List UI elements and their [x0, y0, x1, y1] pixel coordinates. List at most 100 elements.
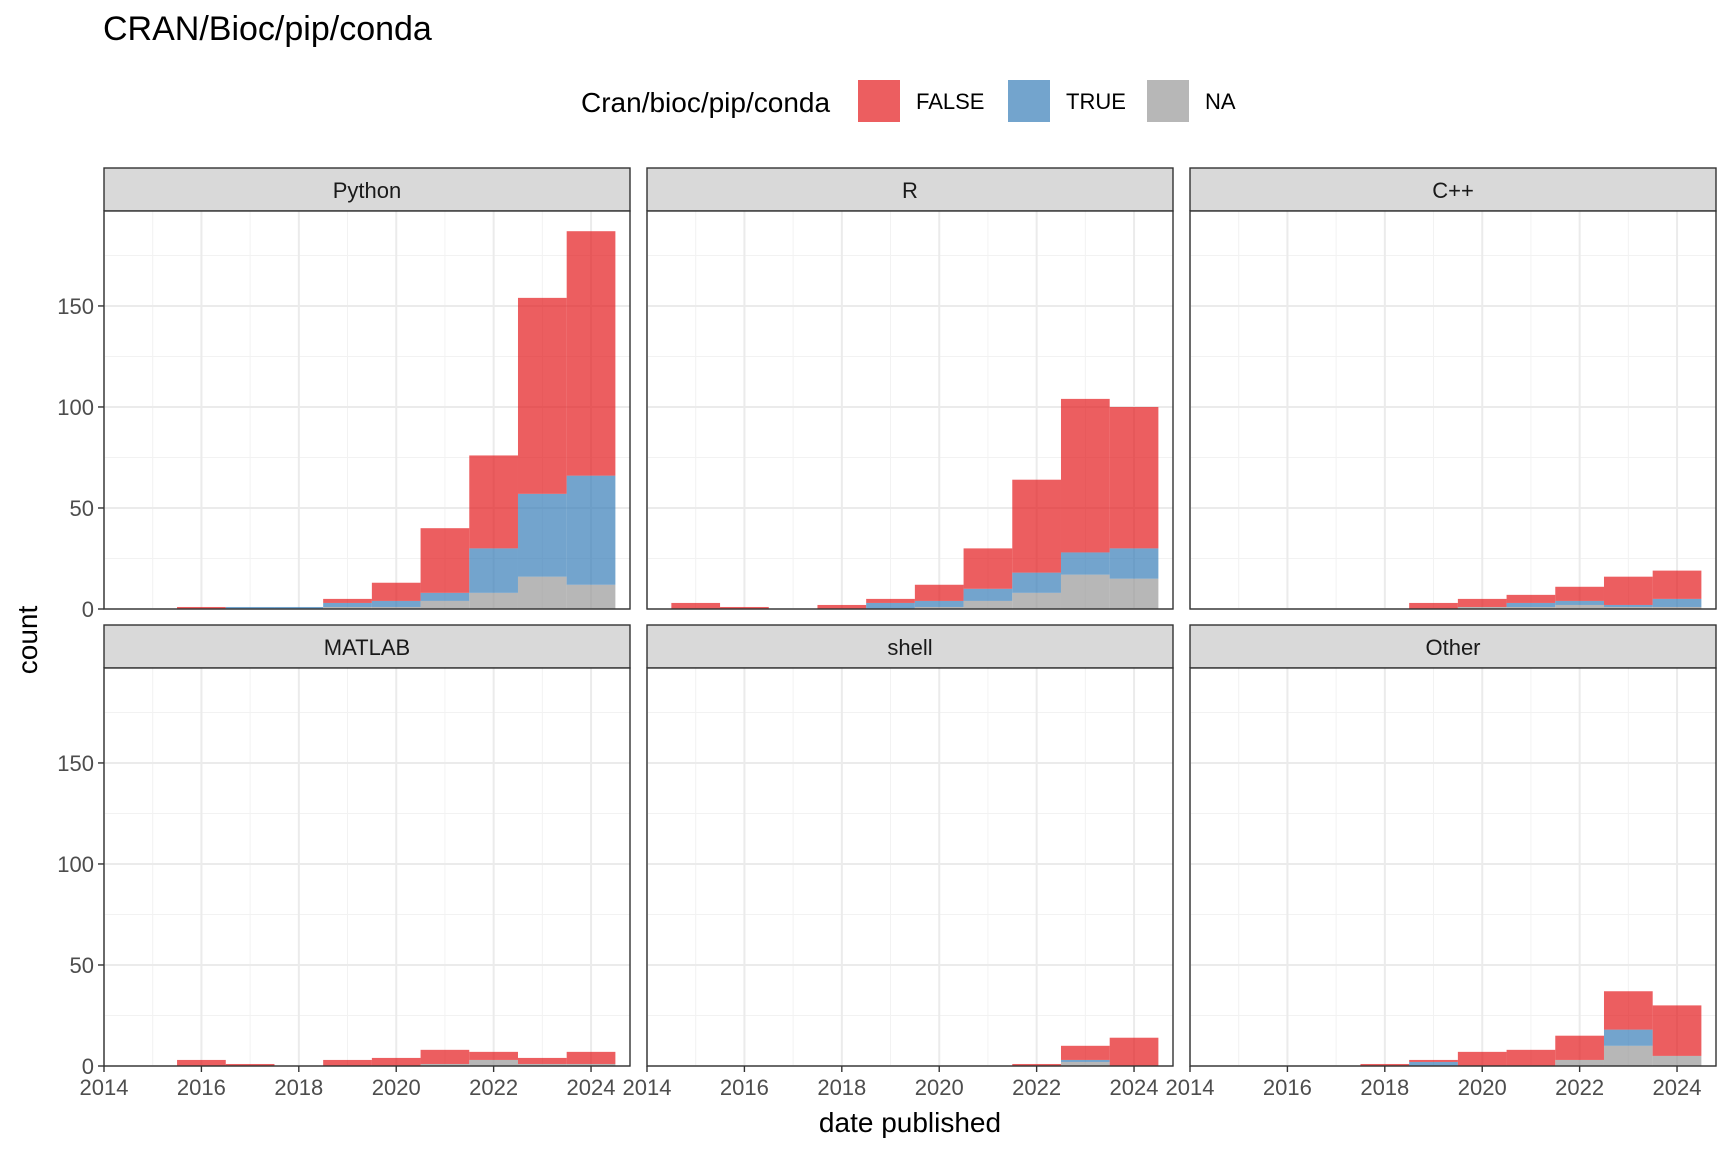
bar-false — [1457, 1051, 1507, 1066]
x-tick-label: 2016 — [177, 1075, 226, 1100]
bar-false — [1555, 1035, 1604, 1060]
panel-border — [103, 210, 631, 610]
bar-true — [914, 600, 964, 607]
bar-true — [1652, 598, 1702, 607]
legend: Cran/bioc/pip/conda FALSE TRUE NA — [581, 80, 1236, 122]
bar-false — [1360, 1063, 1410, 1066]
facet-matlab: MATLAB 0 50 100 150 2014 2016 2018 2020 2022 2024 — [57, 624, 631, 1100]
panel-border — [1189, 667, 1717, 1067]
bar-na — [1060, 1061, 1110, 1066]
bar-true — [225, 606, 275, 609]
panel-background — [647, 668, 1173, 1066]
bar-false — [517, 1057, 567, 1064]
x-tick-label: 2020 — [915, 1075, 964, 1100]
bar-na — [323, 606, 372, 609]
x-tick-label: 2022 — [1012, 1075, 1061, 1100]
bar-false — [1652, 1005, 1702, 1056]
y-tick-label: 50 — [70, 953, 94, 978]
bar-false — [177, 606, 226, 609]
bar-false — [469, 1051, 518, 1060]
legend-label-true: TRUE — [1066, 89, 1126, 114]
x-tick-label: 2016 — [1263, 1075, 1312, 1100]
x-axis-label: date published — [819, 1107, 1001, 1138]
bar-na — [420, 1063, 470, 1066]
bar-false — [566, 1051, 616, 1064]
bar-false — [1060, 1045, 1110, 1060]
bar-na — [1555, 1059, 1604, 1066]
bar-false — [1409, 602, 1458, 609]
bar-na — [1457, 606, 1507, 609]
bar-true — [1060, 1059, 1110, 1062]
facet-strip — [1189, 167, 1717, 212]
x-tick-label: 2020 — [1458, 1075, 1507, 1100]
bar-false — [1652, 570, 1702, 599]
bar-na — [1012, 592, 1061, 609]
bar-false — [1506, 594, 1556, 603]
bar-na — [1652, 1055, 1702, 1066]
bar-true — [1109, 548, 1159, 579]
facet-strip-label: C++ — [1432, 178, 1474, 203]
bar-na — [469, 592, 518, 609]
x-tick-label: 2022 — [1555, 1075, 1604, 1100]
y-tick-label: 0 — [82, 597, 94, 622]
bar-false — [1012, 1063, 1061, 1066]
bar-na — [1555, 604, 1604, 609]
legend-key-true — [1008, 80, 1050, 122]
x-tick-label: 2016 — [720, 1075, 769, 1100]
bar-false — [371, 582, 421, 601]
facet-strip-label: MATLAB — [324, 635, 410, 660]
bar-na — [1603, 606, 1653, 609]
bar-true — [963, 588, 1013, 601]
panel-background — [1190, 211, 1716, 609]
panel-border — [1189, 210, 1717, 610]
x-tick-label: 2022 — [469, 1075, 518, 1100]
bar-na — [566, 584, 616, 609]
bar-true — [469, 548, 518, 593]
bar-true — [1012, 572, 1061, 593]
bar-true — [1555, 600, 1604, 605]
x-tick-label: 2014 — [80, 1075, 129, 1100]
legend-label-na: NA — [1205, 89, 1236, 114]
legend-label-false: FALSE — [916, 89, 984, 114]
bar-na — [1506, 606, 1556, 609]
facet-strip-label: Python — [333, 178, 402, 203]
bar-false — [866, 598, 915, 603]
x-tick-label: 2018 — [817, 1075, 866, 1100]
bar-false — [1603, 991, 1653, 1030]
panel-border — [103, 667, 631, 1067]
y-tick-label: 150 — [57, 294, 94, 319]
facet-strip-label: Other — [1425, 635, 1480, 660]
bar-true — [1060, 552, 1110, 575]
bar-na — [469, 1059, 518, 1066]
facet-other: Other 2014 2016 2018 2020 2022 2024 — [1166, 624, 1717, 1100]
bar-false — [1409, 1059, 1458, 1062]
facet-strip — [646, 624, 1174, 669]
bar-false — [1603, 576, 1653, 605]
bar-na — [420, 600, 470, 609]
bar-true — [371, 600, 421, 607]
legend-key-na — [1147, 80, 1189, 122]
bar-false — [566, 231, 616, 476]
bar-na — [371, 606, 421, 609]
bar-false — [1555, 586, 1604, 601]
y-axis-label: count — [12, 606, 43, 675]
y-tick-label: 100 — [57, 395, 94, 420]
bar-true — [1506, 602, 1556, 607]
bar-false — [720, 606, 769, 609]
y-tick-label: 50 — [70, 496, 94, 521]
bar-na — [517, 1063, 567, 1066]
bar-true — [323, 602, 372, 607]
bar-na — [566, 1063, 616, 1066]
facet-r: R — [646, 167, 1174, 610]
y-tick-label: 100 — [57, 852, 94, 877]
bar-false — [371, 1057, 421, 1066]
bar-true — [1603, 1029, 1653, 1046]
x-tick-label: 2024 — [1110, 1075, 1159, 1100]
bar-na — [1652, 606, 1702, 609]
x-tick-label: 2018 — [1360, 1075, 1409, 1100]
x-tick-label: 2018 — [274, 1075, 323, 1100]
panel-border — [646, 210, 1174, 610]
bar-true — [274, 606, 324, 609]
bar-false — [671, 602, 721, 609]
